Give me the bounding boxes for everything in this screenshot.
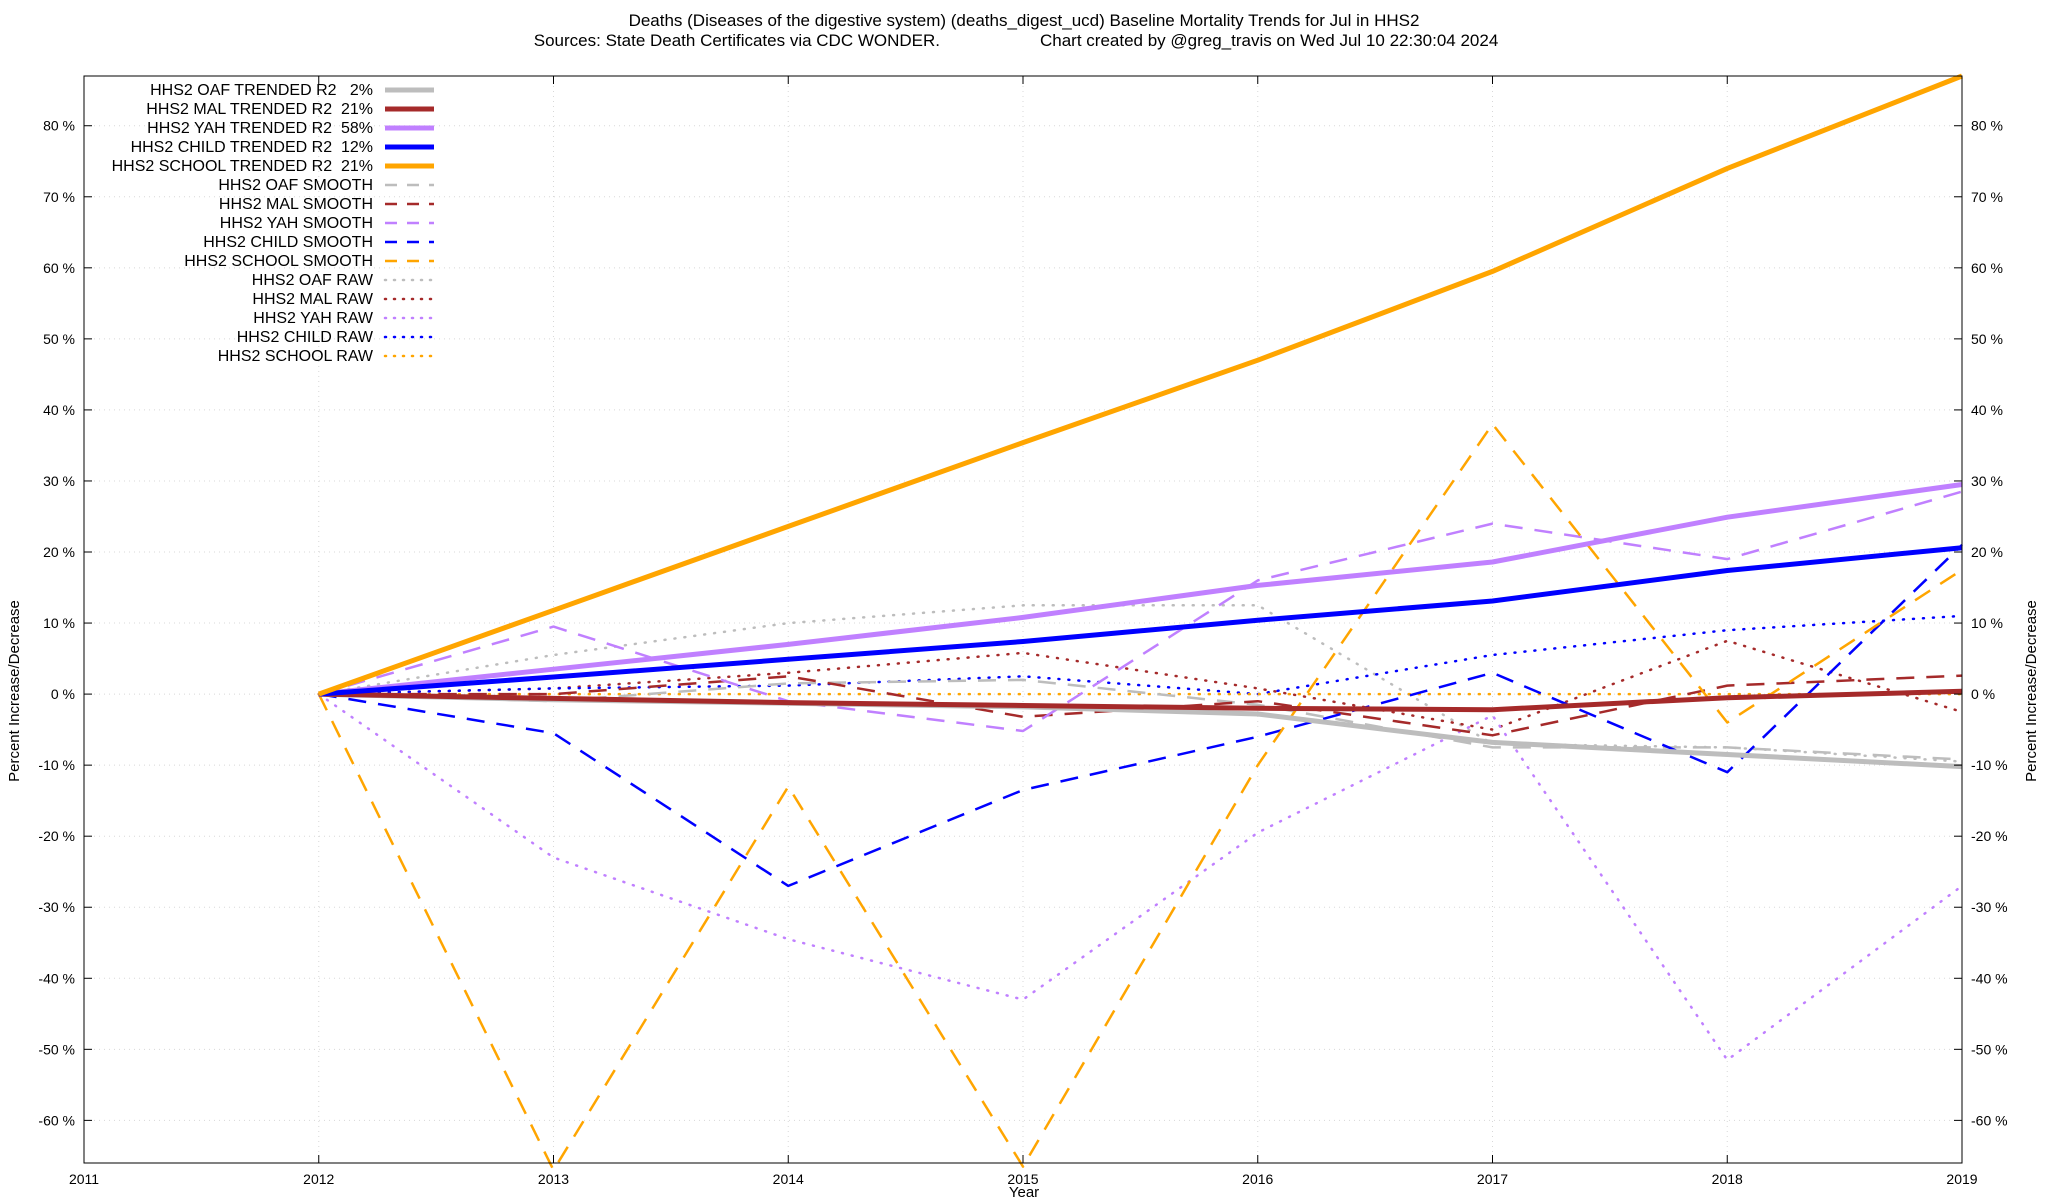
- x-tick-label: 2017: [1477, 1171, 1508, 1187]
- x-tick-label: 2013: [538, 1171, 569, 1187]
- x-axis-label: Year: [1009, 1184, 1039, 1200]
- x-tick-label: 2018: [1712, 1171, 1743, 1187]
- legend-label-school-raw: HHS2 SCHOOL RAW: [218, 348, 374, 365]
- y-tick-label-right: 30 %: [1971, 473, 2003, 489]
- series-line-child-smooth: [318, 544, 1963, 888]
- y-tick-label-left: 80 %: [43, 118, 75, 134]
- x-tick-label: 2012: [303, 1171, 334, 1187]
- chart-source-text: Sources: State Death Certificates via CD…: [534, 31, 940, 50]
- series-layer: [317, 73, 1964, 1172]
- legend-label-child-raw: HHS2 CHILD RAW: [237, 329, 374, 346]
- y-tick-label-left: 40 %: [43, 402, 75, 418]
- y-tick-label-right: -10 %: [1971, 757, 2008, 773]
- y-tick-label-right: -30 %: [1971, 899, 2008, 915]
- y-tick-label-right: -50 %: [1971, 1041, 2008, 1057]
- x-tick-label: 2014: [773, 1171, 804, 1187]
- series-line-yah-smooth: [318, 490, 1963, 733]
- y-tick-label-left: -40 %: [38, 970, 75, 986]
- y-tick-label-left: -30 %: [38, 899, 75, 915]
- series-line-yah-raw: [317, 692, 1964, 1062]
- y-tick-label-left: 70 %: [43, 189, 75, 205]
- y-tick-label-left: -10 %: [38, 757, 75, 773]
- y-tick-label-right: 60 %: [1971, 260, 2003, 276]
- axis-ticks: 2011 2012 2013 2014 2015 2016 2017 2018 2019 -60 …: [38, 76, 2008, 1187]
- y-tick-label-right: 20 %: [1971, 544, 2003, 560]
- y-axis-label-right: Percent Increase/Decrease: [2023, 600, 2040, 782]
- legend-label-child-smooth: HHS2 CHILD SMOOTH: [203, 234, 373, 251]
- y-tick-label-left: 30 %: [43, 473, 75, 489]
- legend-label-yah-smooth: HHS2 YAH SMOOTH: [220, 215, 373, 232]
- y-tick-label-left: -60 %: [38, 1112, 75, 1128]
- legend: HHS2 OAF TRENDED R2 2% HHS2 MAL TRENDED R…: [112, 82, 436, 365]
- y-tick-label-left: 10 %: [43, 615, 75, 631]
- y-tick-label-left: 50 %: [43, 331, 75, 347]
- legend-label-mal-trended: HHS2 MAL TRENDED R2 21%: [146, 101, 373, 118]
- legend-label-mal-smooth: HHS2 MAL SMOOTH: [219, 196, 373, 213]
- x-tick-label: 2015: [1007, 1171, 1038, 1187]
- y-tick-label-left: -50 %: [38, 1041, 75, 1057]
- series-line-child-trended: [318, 545, 1963, 697]
- y-tick-label-right: 0 %: [1971, 686, 1995, 702]
- y-tick-label-left: 0 %: [51, 686, 75, 702]
- series-line-yah-trended: [318, 482, 1963, 697]
- legend-label-yah-trended: HHS2 YAH TRENDED R2 58%: [147, 120, 373, 137]
- y-tick-label-right: 80 %: [1971, 118, 2003, 134]
- series-line-mal-raw: [317, 639, 1964, 731]
- x-tick-label: 2019: [1946, 1171, 1977, 1187]
- legend-label-yah-raw: HHS2 YAH RAW: [253, 310, 374, 327]
- y-tick-label-right: -60 %: [1971, 1112, 2008, 1128]
- y-tick-label-left: 20 %: [43, 544, 75, 560]
- y-tick-label-left: -20 %: [38, 828, 75, 844]
- y-tick-label-left: 60 %: [43, 260, 75, 276]
- legend-label-school-trended: HHS2 SCHOOL TRENDED R2 21%: [112, 158, 373, 175]
- x-tick-label: 2011: [69, 1171, 99, 1187]
- x-tick-label: 2016: [1242, 1171, 1273, 1187]
- legend-label-oaf-trended: HHS2 OAF TRENDED R2 2%: [150, 82, 373, 99]
- series-line-school-smooth: [317, 422, 1963, 1172]
- y-tick-label-right: 10 %: [1971, 615, 2003, 631]
- y-tick-label-right: 70 %: [1971, 189, 2003, 205]
- chart-title: Deaths (Diseases of the digestive system…: [534, 11, 1499, 50]
- legend-label-school-smooth: HHS2 SCHOOL SMOOTH: [184, 253, 373, 270]
- axis-labels: Year Percent Increase/Decrease Percent I…: [6, 600, 2040, 1200]
- y-axis-label-left: Percent Increase/Decrease: [6, 600, 23, 782]
- chart-credit-text: Chart created by @greg_travis on Wed Jul…: [1040, 31, 1498, 50]
- y-tick-label-right: -20 %: [1971, 828, 2008, 844]
- legend-label-child-trended: HHS2 CHILD TRENDED R2 12%: [131, 139, 373, 156]
- y-tick-label-right: 40 %: [1971, 402, 2003, 418]
- legend-label-mal-raw: HHS2 MAL RAW: [252, 291, 374, 308]
- legend-label-oaf-smooth: HHS2 OAF SMOOTH: [218, 177, 373, 194]
- series-line-school-trended: [317, 73, 1963, 697]
- series-line-mal-trended: [318, 688, 1963, 713]
- legend-label-oaf-raw: HHS2 OAF RAW: [252, 272, 374, 289]
- chart-title-line1: Deaths (Diseases of the digestive system…: [629, 11, 1420, 30]
- y-tick-label-right: -40 %: [1971, 970, 2008, 986]
- series-line-child-raw: [317, 614, 1964, 696]
- y-tick-label-right: 50 %: [1971, 331, 2003, 347]
